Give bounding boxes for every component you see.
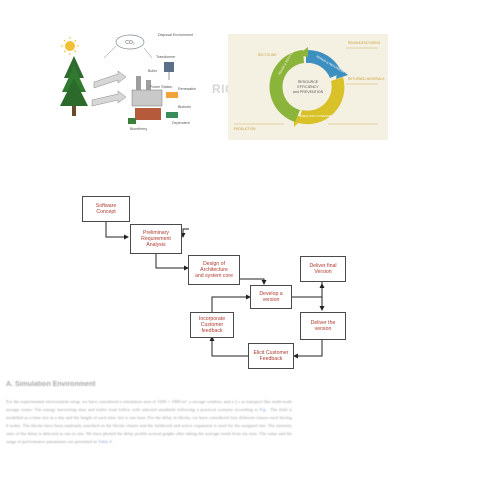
table-link[interactable]: Table 4 xyxy=(98,439,112,444)
flow-text: Deliver final xyxy=(309,263,337,269)
corner-note-1: RECYCLING xyxy=(258,53,277,57)
circular-economy-figure: RESOURCE EFFICIENCY and PREVENTION REUSE… xyxy=(228,34,388,140)
flow-text: Elicit Customer xyxy=(253,350,289,356)
paragraph-text-1: For the experimental environment setup, … xyxy=(6,399,292,412)
flow-text: Customer xyxy=(200,322,224,328)
label-biorefinery: Biorefinery xyxy=(130,127,147,131)
label-transformer: Transformer xyxy=(156,55,176,59)
paragraph-text-2: . The field is modelled as a time slot i… xyxy=(6,407,292,444)
label-biofuels: Biofuels xyxy=(178,105,191,109)
flow-text: and system core xyxy=(194,273,234,279)
flow-text: Concept xyxy=(96,209,116,215)
flow-box-deliver-final-version: Deliver final Version xyxy=(300,256,346,282)
flow-text: Requirement xyxy=(141,236,171,242)
flow-text: version xyxy=(262,297,280,303)
flow-box-incorporate-customer-feedback: Incorporate Customer feedback xyxy=(190,312,234,338)
flow-text: version xyxy=(314,326,332,332)
section-heading: A. Simulation Environment xyxy=(6,381,96,388)
label-disposal: Disposal Environment xyxy=(158,33,193,37)
flow-text: Incorporate xyxy=(198,316,226,322)
transformer-icon xyxy=(164,62,174,80)
corner-note-3: RETURNED MATERIALS xyxy=(348,77,384,81)
label-renewable: Renewable xyxy=(178,87,196,91)
flow-text: Develop a xyxy=(259,291,283,297)
label-power-station: Power Station xyxy=(150,85,172,89)
sun-icon xyxy=(61,37,79,55)
center-line-3: and PREVENTION xyxy=(293,90,324,94)
power-station-icon xyxy=(128,76,163,124)
center-line-2: EFFICIENCY xyxy=(297,85,319,89)
center-line-1: RESOURCE xyxy=(298,80,319,84)
figure-link[interactable]: Fig xyxy=(259,407,266,412)
co2-label: CO₂ xyxy=(125,40,135,46)
flow-box-design-architecture: Design of Architecture and system core xyxy=(188,255,240,285)
flow-text: Feedback xyxy=(259,356,283,362)
corner-note-4: PRODUCTION xyxy=(234,127,256,131)
paragraph-text-3: . xyxy=(112,439,115,444)
flow-text: Architecture xyxy=(200,267,228,273)
flow-text: Deliver the xyxy=(310,320,336,326)
flow-text: Software xyxy=(95,203,117,209)
co2-cloud-icon: CO₂ xyxy=(115,34,145,50)
flow-box-preliminary-requirement-analysis: Preliminary Requirement Analysis xyxy=(130,224,182,254)
flow-text: Version xyxy=(314,269,332,275)
flow-text: Preliminary xyxy=(143,230,169,236)
flow-text: Design of xyxy=(203,261,225,267)
label-boiler: Boiler xyxy=(148,69,158,73)
flow-text: feedback xyxy=(201,328,223,334)
flow-box-deliver-the-version: Deliver the version xyxy=(300,312,346,340)
flow-box-software-concept: Software Concept xyxy=(82,196,130,222)
flow-text: Analysis xyxy=(146,242,166,248)
battery-icon xyxy=(166,92,178,118)
flow-arrows xyxy=(91,45,153,107)
segment-label-make: MAKE AND CONSUME xyxy=(300,114,332,118)
section-paragraph: For the experimental environment setup, … xyxy=(6,398,292,446)
pine-tree-icon xyxy=(60,56,88,116)
corner-note-2: REMANUFACTURING xyxy=(348,41,381,45)
biomass-energy-figure: CO₂ Disposal Environment Transformer Boi… xyxy=(60,33,196,131)
flow-box-develop-version: Develop a version xyxy=(250,285,292,309)
label-dependent: Dependent xyxy=(172,121,190,125)
flow-box-elicit-customer-feedback: Elicit Customer Feedback xyxy=(248,343,294,369)
